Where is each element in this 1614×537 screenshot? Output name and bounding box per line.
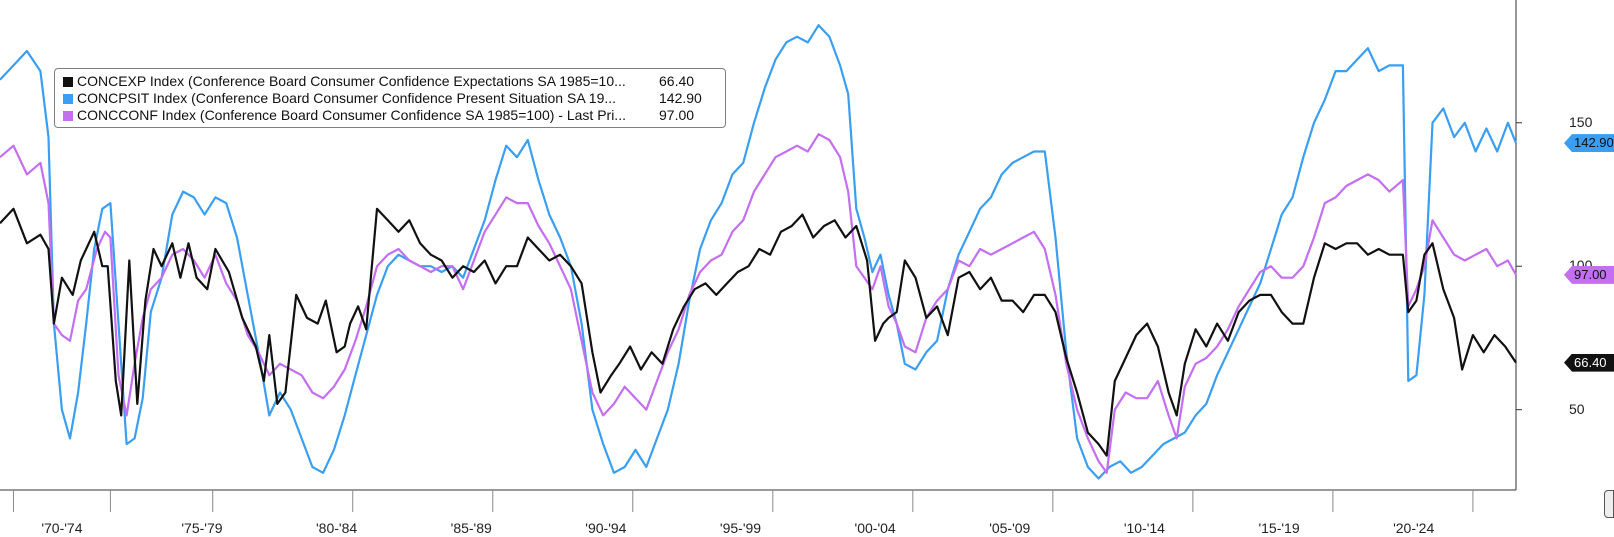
series-line-concconf	[0, 133, 1517, 474]
last-value-badge: 66.40	[1564, 353, 1614, 372]
series-group	[0, 24, 1518, 480]
x-tick-label: '20-'24	[1393, 520, 1435, 536]
legend-label-concexp: CONCEXP Index (Conference Board Consumer…	[77, 73, 626, 89]
legend-value-concexp: 66.40	[659, 73, 695, 89]
legend-row-concexp: CONCEXP Index (Conference Board Consumer…	[63, 73, 717, 90]
x-tick-label: '70-'74	[41, 520, 83, 536]
series-line-concexp	[0, 207, 1517, 457]
legend-swatch-concexp	[63, 76, 73, 87]
x-tick-label: '90-'94	[585, 520, 627, 536]
legend-row-concpsit: CONCPSIT Index (Conference Board Consume…	[63, 90, 717, 107]
x-tick-label: '10-'14	[1123, 520, 1165, 536]
legend-label-concconf: CONCCONF Index (Conference Board Consume…	[77, 107, 626, 123]
legend-value-concconf: 97.00	[659, 107, 695, 123]
legend-swatch-concconf	[63, 110, 73, 121]
y-tick-label: 150	[1569, 113, 1593, 130]
legend-value-concpsit: 142.90	[659, 90, 702, 106]
x-tick-label: '75-'79	[181, 520, 223, 536]
axes	[0, 0, 1522, 512]
x-tick-label: '15-'19	[1258, 520, 1300, 536]
legend: CONCEXP Index (Conference Board Consumer…	[54, 68, 726, 128]
chart-scroll-button[interactable]	[1604, 490, 1614, 518]
y-tick-label: 50	[1569, 400, 1585, 417]
legend-swatch-concpsit	[63, 93, 73, 104]
x-tick-label: '95-'99	[719, 520, 762, 536]
last-value-badge: 97.00	[1564, 265, 1614, 284]
x-tick-label: '80-'84	[316, 520, 358, 536]
legend-row-concconf: CONCCONF Index (Conference Board Consume…	[63, 107, 717, 124]
x-tick-label: '00-'04	[854, 520, 896, 536]
x-tick-label: '85-'89	[450, 520, 492, 536]
legend-label-concpsit: CONCPSIT Index (Conference Board Consume…	[77, 90, 617, 106]
last-value-badge: 142.90	[1564, 134, 1614, 153]
x-tick-label: '05-'09	[989, 520, 1031, 536]
series-line-concpsit	[0, 24, 1518, 480]
